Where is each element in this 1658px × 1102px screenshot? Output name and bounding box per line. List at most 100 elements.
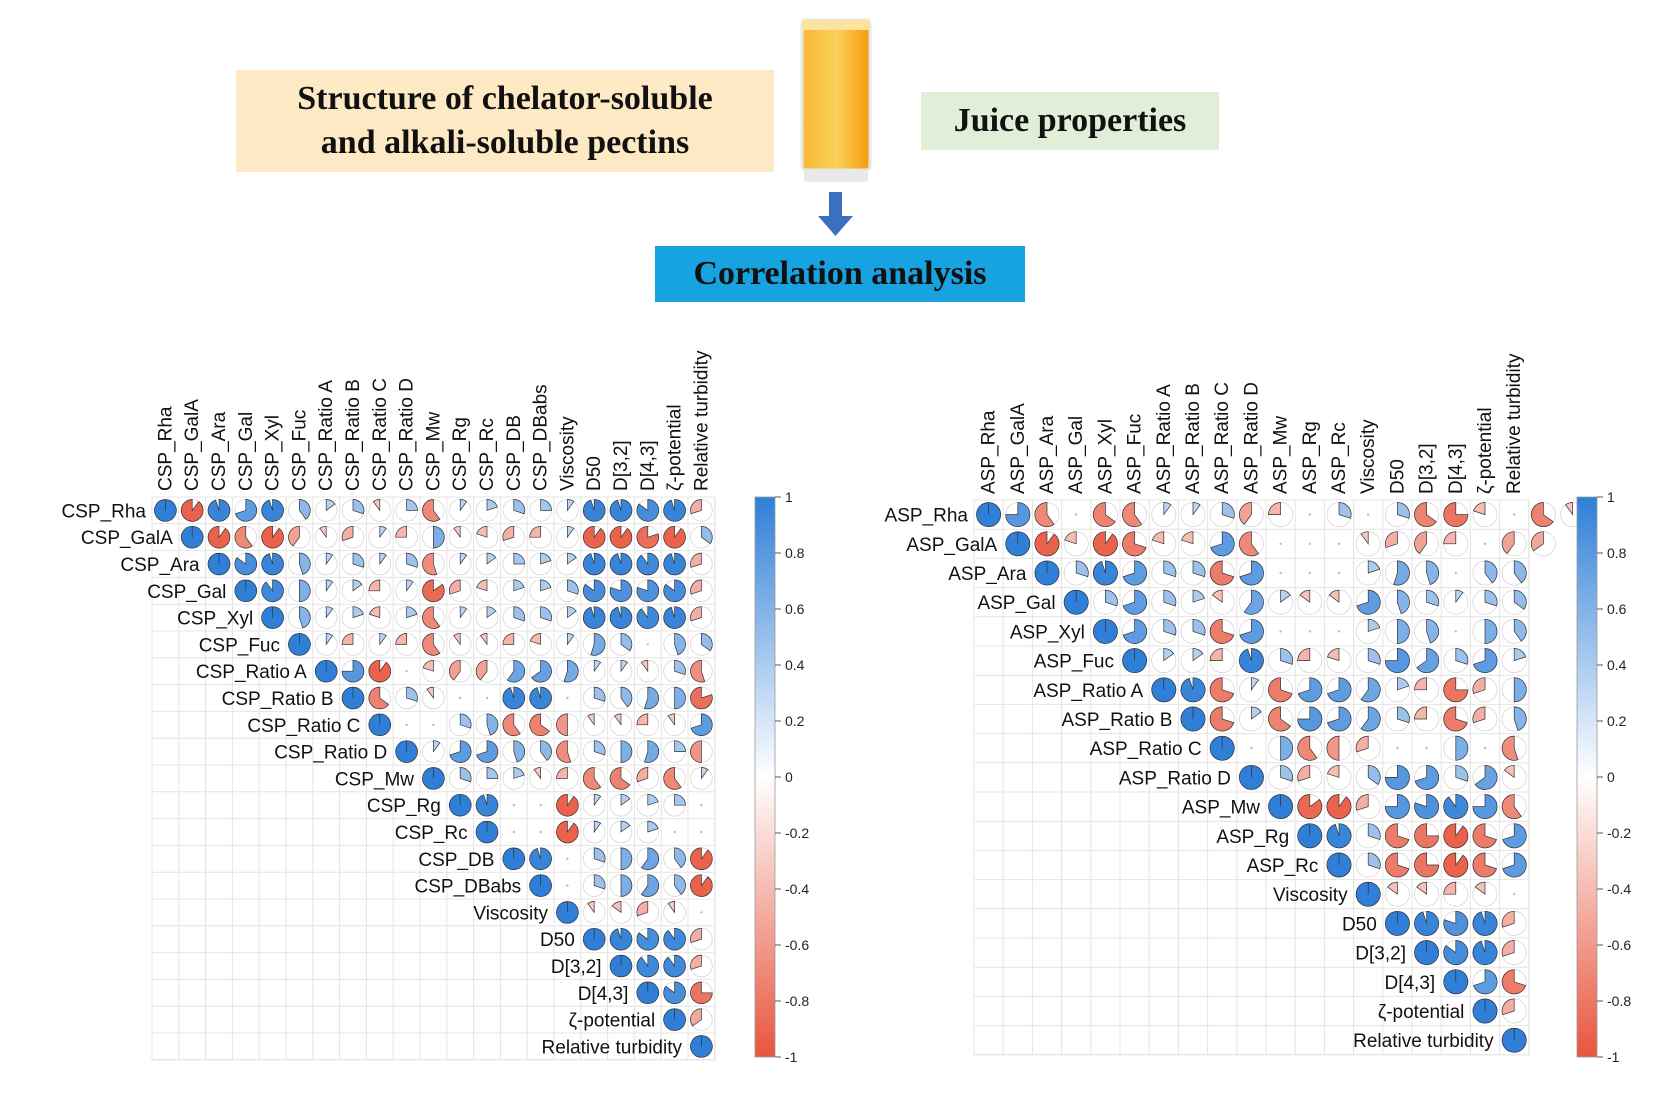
asp-col-label: ASP_Ratio C — [1212, 382, 1233, 494]
csp-pie-cell — [395, 579, 418, 603]
csp-pie-cell — [609, 579, 633, 603]
asp-pie-cell — [1355, 764, 1381, 790]
asp-pie-cell — [1414, 823, 1440, 849]
csp-pie-cell — [475, 767, 499, 790]
csp-pie-cell — [422, 767, 445, 790]
csp-pie-cell — [663, 1008, 686, 1031]
asp-pie-cell — [1472, 940, 1498, 966]
csp-pie-cell — [207, 499, 231, 522]
asp-pie-cell — [1092, 502, 1118, 528]
csp-pie-cell — [663, 927, 686, 951]
asp-pie-cell — [1501, 735, 1527, 761]
juice-glass-icon — [800, 18, 872, 182]
csp-pie-cell — [502, 659, 526, 683]
asp-pie-cell — [1355, 735, 1381, 761]
asp-pie-cell — [1034, 560, 1060, 586]
csp-pie-cell — [690, 847, 713, 871]
asp-pie-cell — [1454, 630, 1458, 633]
csp-pie-cell — [314, 606, 338, 629]
csp-pie-cell — [448, 740, 472, 763]
asp-pie-cell — [1151, 531, 1177, 557]
csp-pie-cell — [234, 552, 258, 576]
csp-pie-cell — [395, 499, 418, 522]
csp-pie-cell — [341, 606, 365, 629]
csp-pie-cell — [556, 606, 579, 629]
csp-colorbar-tick: -0.8 — [785, 993, 809, 1009]
csp-pie-cell — [556, 793, 579, 817]
csp-pie-cell — [663, 633, 686, 656]
asp-pie-cell — [1238, 648, 1264, 674]
asp-pie-cell — [1326, 706, 1352, 732]
csp-pie-cell — [636, 713, 660, 737]
csp-pie-cell — [422, 740, 445, 763]
asp-colorbar-tick: 0.2 — [1607, 713, 1627, 729]
csp-pie-cell — [582, 579, 606, 603]
csp-pie-cell — [636, 740, 660, 763]
asp-colorbar-tick: 1 — [1607, 489, 1615, 505]
csp-pie-cell — [395, 606, 418, 629]
csp-pie-cell — [529, 659, 552, 683]
asp-col-label: ASP_Rg — [1300, 421, 1321, 494]
asp-pie-cell — [1355, 706, 1381, 732]
asp-pie-cell — [1501, 940, 1527, 966]
csp-pie-cell — [582, 552, 606, 576]
csp-pie-cell — [422, 552, 445, 576]
asp-row-label: Viscosity — [1273, 885, 1348, 906]
csp-pie-cell — [663, 901, 686, 924]
asp-pie-cell — [1501, 531, 1527, 557]
asp-pie-cell — [1238, 764, 1264, 790]
asp-col-label: ASP_Ratio A — [1154, 384, 1175, 494]
asp-pie-cell — [1443, 589, 1469, 615]
csp-pie-cell — [422, 633, 445, 656]
csp-pie-cell — [529, 499, 552, 522]
asp-pie-cell — [1297, 706, 1323, 732]
csp-pie-cell — [341, 552, 365, 576]
asp-pie-cell — [1308, 542, 1312, 545]
correlation-analysis-box: Correlation analysis — [655, 246, 1025, 302]
csp-pie-cell — [422, 525, 445, 549]
csp-row-label: D[3,2] — [551, 957, 602, 978]
csp-row-label: CSP_Ratio A — [196, 662, 307, 683]
asp-col-label: ASP_Rha — [979, 410, 1000, 494]
csp-col-label: D[3,2] — [611, 440, 632, 491]
csp-pie-cell — [448, 579, 472, 603]
csp-pie-cell — [314, 659, 338, 683]
csp-pie-cell — [636, 927, 660, 951]
asp-pie-cell — [1268, 764, 1294, 790]
csp-pie-cell — [690, 740, 713, 763]
asp-pie-cell — [1238, 618, 1264, 644]
csp-pie-cell — [422, 659, 445, 683]
csp-pie-cell — [448, 633, 472, 656]
asp-row-label: ASP_Rc — [1247, 856, 1319, 877]
csp-col-label: CSP_Rha — [155, 406, 176, 491]
asp-pie-cell — [1384, 531, 1410, 557]
asp-pie-cell — [1297, 677, 1323, 703]
asp-pie-cell — [1297, 764, 1323, 790]
asp-pie-cell — [1530, 502, 1556, 528]
asp-pie-cell — [1238, 502, 1264, 528]
asp-row-label: ASP_Mw — [1182, 798, 1260, 819]
asp-pie-cell — [1268, 794, 1294, 820]
csp-pie-cell — [673, 830, 676, 834]
asp-pie-cell — [1122, 648, 1148, 674]
csp-pie-cell — [341, 579, 365, 603]
csp-pie-cell — [368, 579, 392, 603]
asp-pie-cell — [1122, 618, 1148, 644]
asp-pie-cell — [1209, 531, 1235, 557]
csp-col-label: CSP_Gal — [236, 412, 257, 491]
csp-pie-cell — [475, 499, 499, 522]
csp-pie-cell — [529, 847, 552, 871]
asp-pie-cell — [1297, 648, 1323, 674]
asp-pie-cell — [1297, 794, 1323, 820]
csp-pie-cell — [475, 820, 499, 844]
asp-pie-cell — [1180, 502, 1206, 528]
csp-pie-cell — [314, 633, 338, 656]
asp-pie-cell — [1297, 823, 1323, 849]
asp-pie-cell — [1414, 560, 1440, 586]
asp-colorbar-tick: 0.4 — [1607, 657, 1627, 673]
asp-pie-cell — [1326, 764, 1352, 790]
asp-pie-cell — [1414, 881, 1440, 907]
asp-pie-cell — [1472, 764, 1498, 790]
csp-pie-cell — [690, 499, 713, 522]
asp-pie-cell — [1326, 502, 1352, 528]
